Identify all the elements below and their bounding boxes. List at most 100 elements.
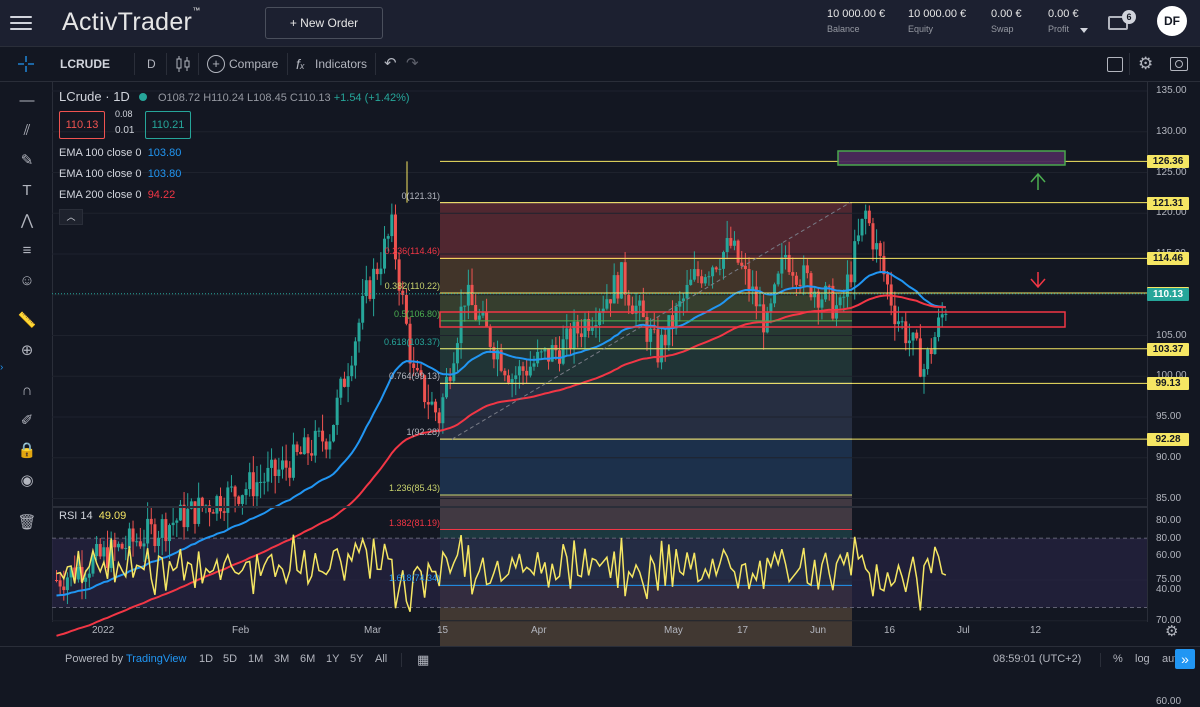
- crosshair-icon[interactable]: [18, 56, 34, 72]
- candle-body: [813, 291, 817, 298]
- candle-body: [321, 430, 325, 442]
- candle-body: [124, 548, 128, 550]
- compare-plus-icon[interactable]: +: [207, 55, 225, 73]
- ruler-icon[interactable]: 📏: [17, 312, 37, 329]
- candle-body: [722, 252, 726, 269]
- indicators-button[interactable]: Indicators: [315, 57, 368, 71]
- tradingview-link[interactable]: TradingView: [125, 653, 187, 665]
- new-order-button[interactable]: + New Order: [265, 7, 383, 39]
- candle-type-icon[interactable]: [175, 55, 191, 78]
- candle-body: [703, 277, 707, 284]
- candle-body: [237, 496, 241, 504]
- fullscreen-icon[interactable]: [1107, 57, 1123, 72]
- price-axis-tick: 120.00: [1156, 207, 1187, 219]
- range-1m[interactable]: 1M: [248, 653, 264, 665]
- clock[interactable]: 08:59:01 (UTC+2): [993, 653, 1082, 665]
- lock-drawing-icon[interactable]: ✐: [20, 412, 34, 429]
- range-5d[interactable]: 5D: [223, 653, 238, 665]
- ema-legend-1[interactable]: EMA 100 close 0 103.80: [59, 147, 182, 159]
- range-3m[interactable]: 3M: [274, 653, 290, 665]
- candle-body: [146, 518, 150, 544]
- axis-settings-gear-icon[interactable]: ⚙: [1165, 623, 1179, 640]
- scroll-to-latest-button[interactable]: »: [1175, 649, 1195, 669]
- buy-price-button[interactable]: 110.21: [145, 111, 191, 139]
- candle-body: [76, 567, 80, 580]
- candle-body: [350, 365, 354, 377]
- candle-body: [142, 543, 146, 547]
- price-chart[interactable]: [52, 82, 1200, 646]
- rsi-axis-tick: 60.00: [1156, 549, 1182, 561]
- ema100-line: [56, 270, 946, 597]
- candle-body: [915, 332, 919, 339]
- parallel-channel-icon[interactable]: ⫽: [23, 122, 31, 139]
- expand-sidebar-icon[interactable]: ›: [0, 362, 4, 373]
- lock-icon[interactable]: 🔒: [17, 442, 37, 459]
- candle-body: [335, 397, 339, 425]
- percent-toggle[interactable]: %: [1113, 653, 1123, 665]
- log-toggle[interactable]: log: [1135, 653, 1150, 665]
- range-1y[interactable]: 1Y: [326, 653, 340, 665]
- fib-level-label: 0.5(106.80): [393, 308, 440, 319]
- candle-body: [200, 497, 204, 507]
- candle-body: [197, 497, 201, 524]
- function-icon[interactable]: fx: [296, 56, 305, 72]
- emoji-icon[interactable]: ☺: [19, 272, 35, 289]
- avatar[interactable]: DF: [1157, 6, 1187, 36]
- candle-body: [845, 274, 849, 297]
- candle-body: [583, 318, 587, 338]
- candle-body: [652, 328, 656, 330]
- time-axis-tick: 2022: [92, 625, 115, 636]
- magnet-icon[interactable]: ∩: [21, 382, 33, 399]
- range-5y[interactable]: 5Y: [350, 653, 364, 665]
- price-tag: 114.46: [1147, 252, 1189, 266]
- candle-body: [517, 366, 521, 376]
- candle-body: [521, 366, 525, 371]
- candle-body: [463, 305, 467, 307]
- candle-body: [638, 300, 642, 306]
- candle-body: [612, 275, 616, 304]
- text-tool-icon[interactable]: T: [22, 182, 32, 199]
- profit-stat: 0.00 € Profit: [1048, 8, 1079, 34]
- zoom-in-icon[interactable]: ⊕: [20, 342, 34, 359]
- candle-body: [393, 214, 397, 260]
- compare-button[interactable]: Compare: [229, 57, 279, 71]
- candle-body: [667, 315, 671, 346]
- candle-body: [153, 524, 157, 547]
- candle-body: [656, 329, 660, 363]
- undo-icon[interactable]: ↶: [384, 55, 397, 72]
- brush-icon[interactable]: ✎: [20, 152, 34, 169]
- trend-line-icon[interactable]: —: [19, 92, 35, 109]
- candle-body: [853, 241, 857, 283]
- interval-selector[interactable]: D: [147, 57, 156, 71]
- trash-icon[interactable]: 🗑: [17, 514, 37, 531]
- range-1d[interactable]: 1D: [199, 653, 214, 665]
- swap-stat: 0.00 € Swap: [991, 8, 1022, 34]
- symbol-search[interactable]: LCRUDE: [60, 57, 110, 71]
- range-6m[interactable]: 6M: [300, 653, 316, 665]
- candle-body: [102, 547, 106, 557]
- sell-price-button[interactable]: 110.13: [59, 111, 105, 139]
- candle-body: [448, 376, 452, 381]
- candle-body: [900, 321, 904, 323]
- calendar-icon[interactable]: ▦: [417, 652, 430, 667]
- ema-legend-2[interactable]: EMA 100 close 0 103.80: [59, 168, 182, 180]
- candle-body: [372, 268, 376, 299]
- collapse-legend-icon[interactable]: ︿: [59, 209, 83, 225]
- eye-icon[interactable]: ◉: [20, 472, 34, 489]
- fib-retracement-icon[interactable]: ≡: [22, 242, 32, 259]
- candle-body: [193, 501, 197, 524]
- camera-icon[interactable]: [1170, 57, 1188, 71]
- hamburger-menu-icon[interactable]: [10, 12, 32, 32]
- redo-icon[interactable]: ↷: [406, 55, 419, 72]
- candle-body: [587, 318, 591, 331]
- account-dropdown-icon[interactable]: [1080, 28, 1088, 33]
- pane-divider[interactable]: [52, 506, 1148, 508]
- ema-legend-3[interactable]: EMA 200 close 0 94.22: [59, 189, 176, 201]
- candle-body: [525, 370, 529, 376]
- price-axis-tick: 75.00: [1156, 574, 1182, 585]
- range-all[interactable]: All: [375, 653, 388, 665]
- settings-gear-icon[interactable]: ⚙: [1138, 54, 1154, 73]
- pattern-icon[interactable]: ⋀: [20, 212, 34, 229]
- candle-body: [65, 577, 69, 591]
- candle-body: [127, 528, 131, 549]
